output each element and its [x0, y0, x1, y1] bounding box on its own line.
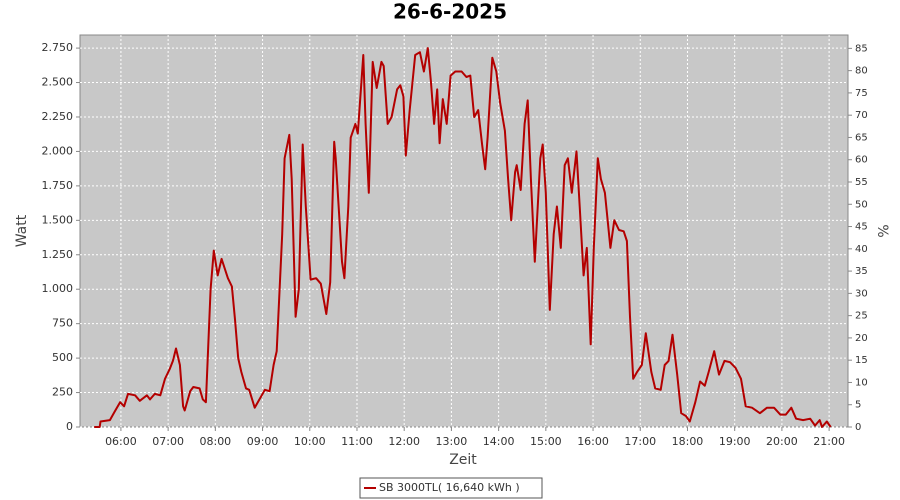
y-tick-label: 2.000: [42, 144, 74, 157]
y-tick-label: 2.250: [42, 110, 74, 123]
x-tick-label: 07:00: [152, 435, 184, 448]
y-tick-label: 1.250: [42, 248, 74, 261]
y2-tick-label: 30: [855, 288, 868, 299]
y2-tick-label: 25: [855, 311, 868, 322]
y2-tick-label: 20: [855, 333, 868, 344]
x-tick-label: 20:00: [766, 435, 798, 448]
x-tick-label: 21:00: [813, 435, 845, 448]
x-tick-label: 12:00: [388, 435, 420, 448]
x-tick-label: 13:00: [436, 435, 468, 448]
x-tick-label: 08:00: [199, 435, 231, 448]
y2-tick-label: 35: [855, 266, 868, 277]
y2-tick-label: 75: [855, 88, 868, 99]
x-tick-label: 11:00: [341, 435, 373, 448]
y2-tick-label: 85: [855, 43, 868, 54]
x-tick-label: 10:00: [294, 435, 326, 448]
x-tick-label: 17:00: [624, 435, 656, 448]
x-tick-label: 09:00: [247, 435, 279, 448]
y2-tick-label: 5: [855, 400, 861, 411]
y2-tick-label: 10: [855, 377, 868, 388]
y-tick-label: 1.500: [42, 213, 74, 226]
x-tick-label: 18:00: [672, 435, 704, 448]
legend-box: [359, 477, 543, 499]
x-tick-label: 16:00: [577, 435, 609, 448]
data-line: [94, 47, 832, 428]
y2-tick-label: 80: [855, 66, 868, 77]
y-tick-label: 250: [52, 386, 73, 399]
x-tick-label: 15:00: [530, 435, 562, 448]
y2-tick-label: 40: [855, 244, 868, 255]
y-tick-label: 2.500: [42, 76, 74, 89]
y2-tick-label: 65: [855, 132, 868, 143]
y-tick-label: 2.750: [42, 41, 74, 54]
y-axis-title: Watt: [14, 214, 30, 247]
y-tick-label: 500: [52, 351, 73, 364]
x-axis-title: Zeit: [449, 452, 477, 468]
y2-tick-label: 60: [855, 155, 868, 166]
y2-tick-label: 70: [855, 110, 868, 121]
y2-tick-label: 45: [855, 222, 868, 233]
x-tick-label: 19:00: [719, 435, 751, 448]
y-tick-label: 750: [52, 317, 73, 330]
legend-label: SB 3000TL( 16,640 kWh ): [379, 481, 520, 494]
chart-title: 26-6-2025: [393, 0, 507, 24]
y-tick-label: 0: [66, 420, 73, 433]
y2-axis-title: %: [874, 224, 890, 237]
y2-tick-label: 55: [855, 177, 868, 188]
x-tick-label: 06:00: [105, 435, 137, 448]
y-tick-label: 1.000: [42, 282, 74, 295]
x-tick-label: 14:00: [483, 435, 515, 448]
plot-area: [79, 34, 849, 428]
y2-tick-label: 50: [855, 199, 868, 210]
y2-tick-label: 0: [855, 422, 861, 433]
y2-tick-label: 15: [855, 355, 868, 366]
y-tick-label: 1.750: [42, 179, 74, 192]
